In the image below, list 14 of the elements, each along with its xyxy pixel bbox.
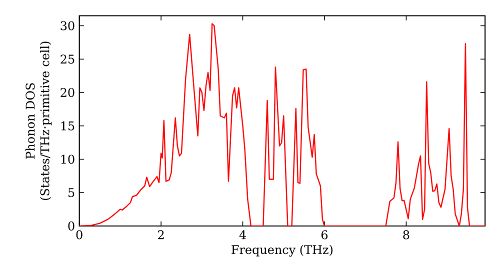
y-axis-title: Phonon DOS (States/THz·primitive cell) — [25, 42, 52, 200]
x-tick-label: 0 — [76, 230, 82, 240]
y-tick-label: 15 — [61, 121, 74, 130]
x-tick-label: 4 — [239, 230, 246, 240]
x-tick-label: 8 — [403, 230, 410, 240]
y-tick-label: 25 — [60, 54, 74, 64]
y-tick-label: 30 — [60, 21, 74, 30]
y-tick-label: 0 — [68, 221, 74, 231]
x-tick-label: 6 — [321, 230, 328, 240]
y-tick-label: 5 — [68, 188, 74, 198]
y-tick-label: 10 — [61, 154, 74, 164]
x-tick-label: 2 — [158, 230, 164, 240]
x-axis-title: Frequency (THz) — [232, 244, 332, 257]
y-tick-label: 20 — [60, 88, 74, 98]
